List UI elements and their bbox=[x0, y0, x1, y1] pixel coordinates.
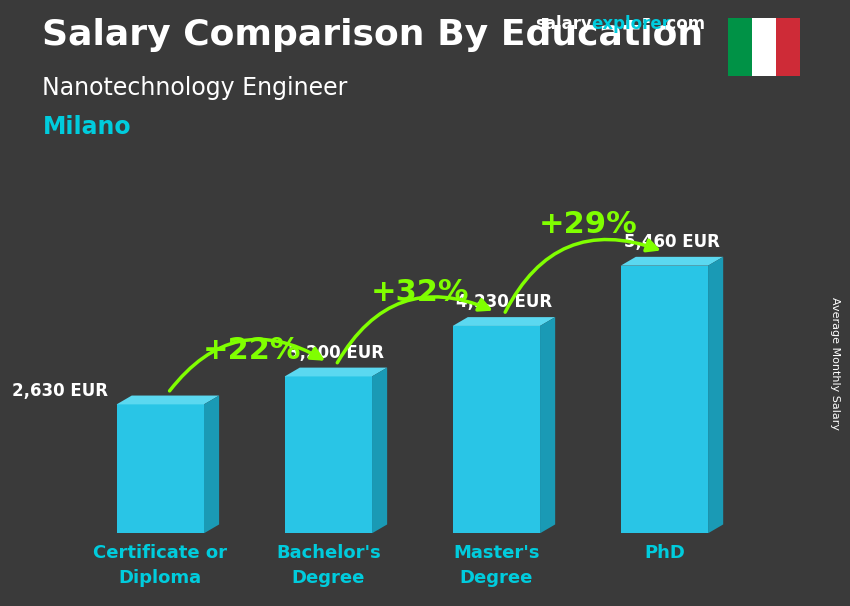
Bar bbox=[751, 18, 776, 76]
Polygon shape bbox=[285, 376, 372, 533]
Text: salary: salary bbox=[536, 15, 592, 33]
Polygon shape bbox=[453, 326, 540, 533]
Polygon shape bbox=[620, 257, 723, 265]
Text: +29%: +29% bbox=[539, 210, 638, 239]
Text: +22%: +22% bbox=[202, 336, 301, 365]
Text: Nanotechnology Engineer: Nanotechnology Engineer bbox=[42, 76, 348, 100]
Polygon shape bbox=[285, 368, 387, 376]
Polygon shape bbox=[372, 368, 387, 533]
Bar bbox=[776, 18, 800, 76]
Text: .com: .com bbox=[660, 15, 706, 33]
Text: 5,460 EUR: 5,460 EUR bbox=[624, 233, 720, 251]
Text: explorer: explorer bbox=[591, 15, 670, 33]
Text: 3,200 EUR: 3,200 EUR bbox=[288, 344, 384, 362]
Text: 4,230 EUR: 4,230 EUR bbox=[456, 293, 552, 311]
Polygon shape bbox=[540, 317, 555, 533]
Polygon shape bbox=[116, 404, 204, 533]
Bar bbox=[728, 18, 751, 76]
Polygon shape bbox=[708, 257, 723, 533]
Text: Average Monthly Salary: Average Monthly Salary bbox=[830, 297, 840, 430]
Text: 2,630 EUR: 2,630 EUR bbox=[12, 382, 108, 400]
Polygon shape bbox=[453, 317, 555, 326]
Polygon shape bbox=[204, 396, 219, 533]
Text: Milano: Milano bbox=[42, 115, 131, 139]
Polygon shape bbox=[620, 265, 708, 533]
Polygon shape bbox=[116, 396, 219, 404]
Text: +32%: +32% bbox=[371, 278, 469, 307]
Text: Salary Comparison By Education: Salary Comparison By Education bbox=[42, 18, 704, 52]
